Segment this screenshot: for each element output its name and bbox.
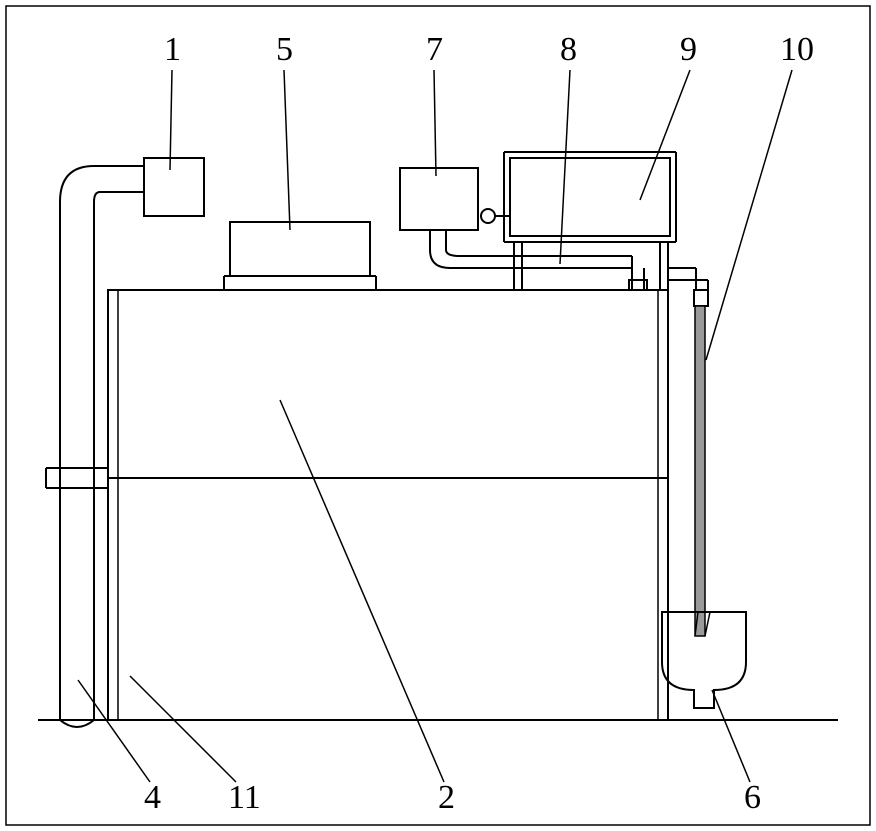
label-6: 6 [744, 779, 761, 816]
diagram-canvas: 1 5 7 8 9 10 4 11 2 6 [0, 0, 876, 831]
leader-7 [434, 70, 436, 176]
component-5-top [230, 222, 370, 276]
component-9-body [510, 158, 670, 236]
leader-4 [78, 680, 150, 782]
left-pipe-top-outer [60, 166, 144, 202]
tank-body [108, 290, 668, 720]
hose-10 [695, 306, 705, 636]
left-pipe-bottom [60, 720, 94, 727]
leader-5 [284, 70, 290, 230]
leader-6 [712, 690, 750, 782]
component-1 [144, 158, 204, 216]
label-2: 2 [438, 779, 455, 816]
leader-11 [130, 676, 236, 782]
coupling [481, 209, 495, 223]
leader-10 [706, 70, 792, 360]
leader-1 [170, 70, 172, 170]
leader-8 [560, 70, 570, 264]
label-8: 8 [560, 31, 577, 68]
outer-frame [6, 6, 870, 825]
label-1: 1 [164, 31, 181, 68]
label-5: 5 [276, 31, 293, 68]
label-11: 11 [228, 779, 261, 816]
label-9: 9 [680, 31, 697, 68]
leader-9 [640, 70, 690, 200]
component-7 [400, 168, 478, 230]
m8-elbow-inner [446, 250, 460, 256]
hose-fitting [694, 290, 708, 306]
label-4: 4 [144, 779, 161, 816]
left-pipe-top-inner [94, 192, 144, 202]
leader-2 [280, 400, 444, 782]
label-7: 7 [426, 31, 443, 68]
label-10: 10 [780, 31, 814, 68]
